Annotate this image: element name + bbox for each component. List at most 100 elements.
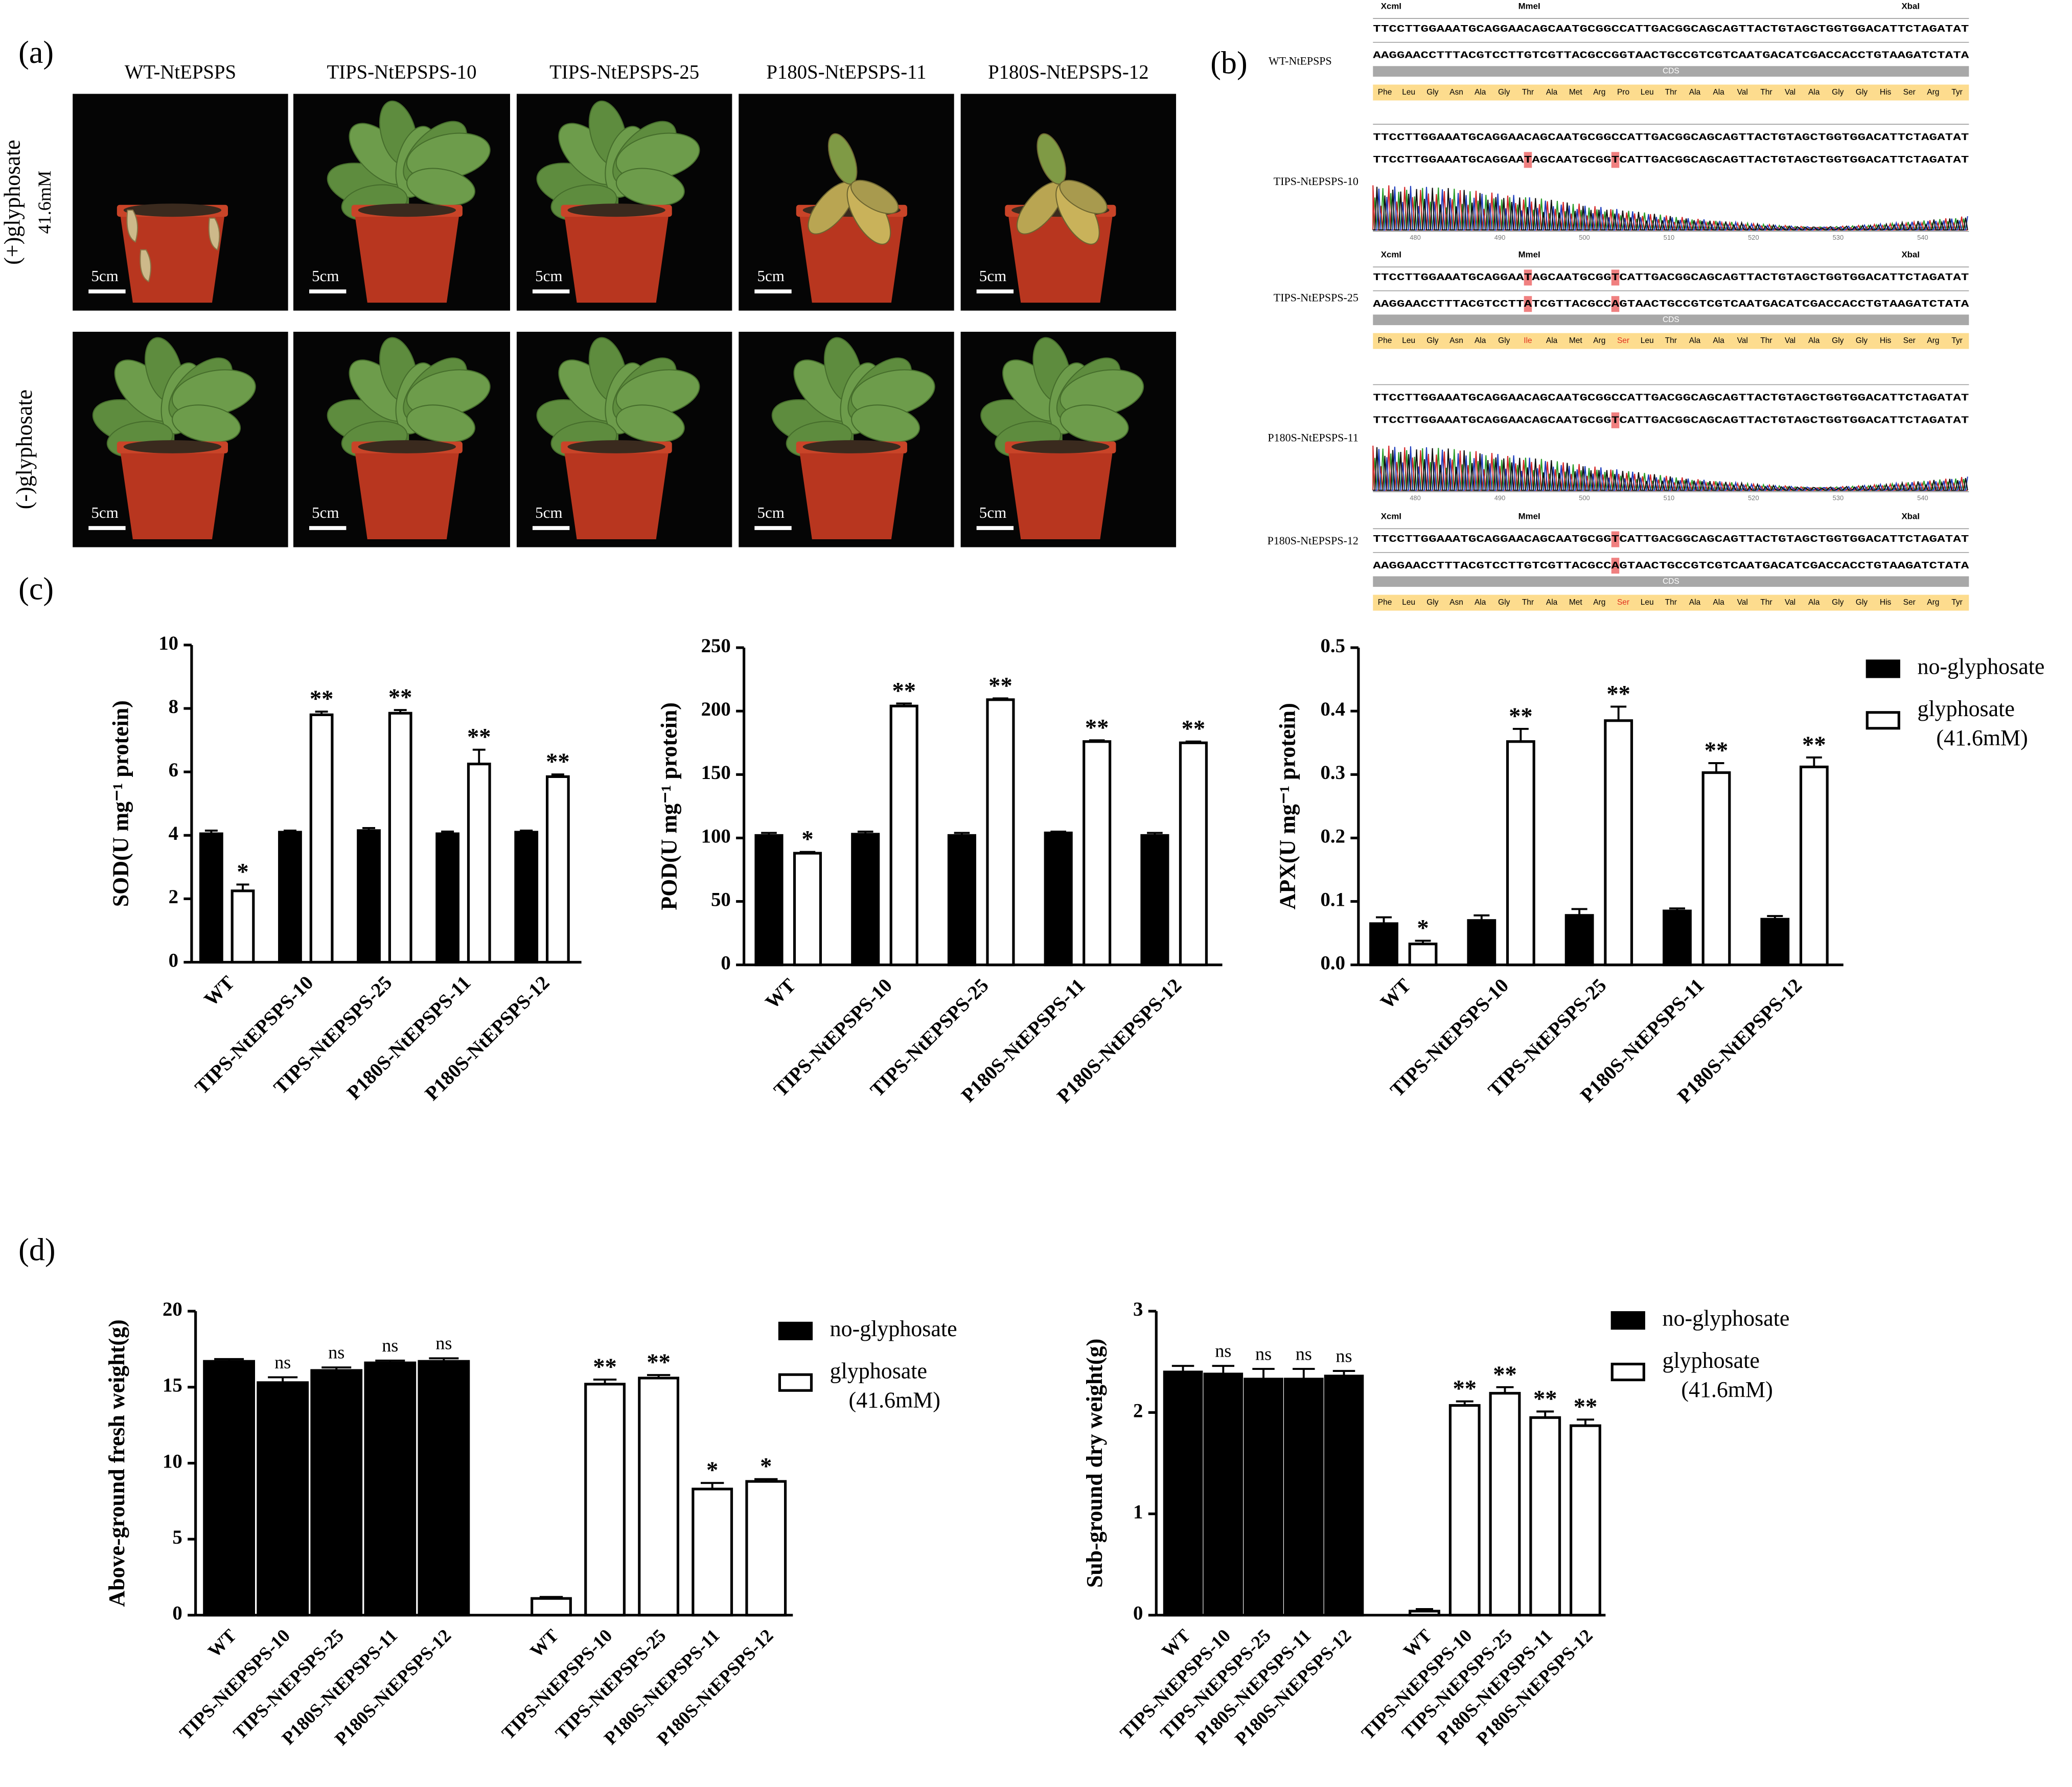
error-bar: [321, 1366, 352, 1371]
bar: [1408, 943, 1438, 967]
plant-foliage: [92, 337, 256, 458]
photo: 5cm: [293, 94, 510, 311]
error-bar: [1415, 1608, 1434, 1611]
enzyme-label: XcmI: [1381, 511, 1401, 521]
scale-bar: [88, 526, 126, 530]
significance-label: **: [1493, 1362, 1517, 1388]
bar: [1244, 1378, 1283, 1617]
photo: 5cm: [73, 332, 288, 547]
pot: [354, 210, 460, 303]
amino-acid: Thr: [1760, 598, 1772, 607]
y-tick-label: 0.5: [1321, 635, 1345, 657]
amino-acid: Met: [1569, 336, 1583, 345]
error-bar: [1252, 1368, 1275, 1379]
error-bar: [647, 1374, 671, 1378]
bar: [584, 1383, 626, 1617]
amino-acid: Arg: [1927, 88, 1939, 97]
leaf: [406, 404, 476, 443]
error-bar: [1171, 1365, 1194, 1372]
sample-name: P180S-NtEPSPS-12: [1268, 534, 1359, 547]
amino-acid: Ala: [1713, 598, 1724, 607]
amino-acid: Thr: [1665, 336, 1677, 345]
amino-acid: Val: [1785, 88, 1795, 97]
bar: [1760, 918, 1790, 967]
panel-label: (c): [18, 572, 54, 607]
significance-label: ns: [274, 1352, 291, 1372]
photo: 5cm: [960, 94, 1177, 311]
scale-bar: [754, 289, 792, 294]
bar: [1701, 771, 1731, 967]
amino-acid: Ile: [1524, 336, 1532, 345]
error-bar: [362, 827, 376, 831]
legend-label: no-glyphosate: [1663, 1305, 1790, 1331]
bar: [793, 852, 822, 967]
amino-acid: His: [1880, 88, 1892, 97]
significance-label: **: [1533, 1386, 1557, 1412]
bar: [986, 698, 1015, 967]
photo: 5cm: [73, 94, 288, 311]
amino-acid: Ala: [1546, 336, 1558, 345]
leaf: [851, 404, 920, 443]
error-bar: [1536, 1410, 1554, 1418]
leaf: [1060, 404, 1129, 443]
significance-label: ns: [435, 1333, 452, 1354]
bar: [388, 712, 412, 964]
plant-foliage: [126, 210, 220, 283]
bar: [1083, 740, 1112, 967]
amino-acid: Phe: [1378, 88, 1392, 97]
significance-label: **: [1085, 715, 1109, 741]
amino-acid: Val: [1737, 336, 1748, 345]
scale-bar: [976, 526, 1014, 530]
scale-bar: [532, 526, 570, 530]
amino-acid: Thr: [1665, 598, 1677, 607]
aa-bar: [1373, 84, 1969, 101]
leaf: [615, 404, 685, 443]
amino-acid: Val: [1785, 336, 1795, 345]
amino-acid: Ser: [1903, 88, 1916, 97]
amino-acid: Phe: [1378, 598, 1392, 607]
y-tick-label: 4: [169, 822, 178, 844]
soil: [1011, 440, 1110, 453]
amino-acid: Ala: [1689, 598, 1701, 607]
bar: [1140, 834, 1169, 967]
bar: [418, 1360, 470, 1617]
pot: [1007, 447, 1114, 540]
amino-acid: Ala: [1475, 88, 1486, 97]
mutation-highlight: [1611, 296, 1620, 312]
legend-label: glyphosate (41.6mM): [1663, 1348, 1773, 1402]
chromatogram-trace: [1373, 187, 1968, 231]
trace-tick: 510: [1664, 494, 1675, 501]
mutation-highlight: [1611, 558, 1620, 574]
enzyme-label: XcmI: [1381, 249, 1401, 259]
error-bar: [1332, 1370, 1355, 1376]
amino-acid: Leu: [1402, 88, 1415, 97]
enzyme-label: MmeI: [1518, 511, 1540, 521]
error-bar: [1767, 915, 1783, 920]
y-tick-label: 15: [163, 1374, 182, 1396]
scale-bar: [532, 289, 570, 294]
error-bar: [551, 773, 564, 777]
sequence: TTCCTTGGAAATGCAGGAACAGCAATGCGGTCATTGACGG…: [1373, 534, 1969, 545]
x-tick-label: WT: [200, 972, 239, 1011]
bar: [309, 713, 334, 964]
x-tick-label: WT: [204, 1625, 240, 1661]
trace-tick: 520: [1748, 234, 1759, 241]
amino-acid: Arg: [1593, 598, 1605, 607]
scale-bar: [976, 289, 1014, 294]
chromatogram-trace: [1373, 186, 1968, 231]
trace-tick: 520: [1748, 494, 1759, 501]
scale-label: 5cm: [979, 267, 1006, 285]
scale-label: 5cm: [535, 267, 562, 285]
significance-label: *: [237, 859, 248, 885]
y-axis-label: APX(U mg⁻¹ protein): [1275, 703, 1300, 909]
x-tick-label: WT: [526, 1625, 562, 1661]
y-axis-label: SOD(U mg⁻¹ protein): [108, 700, 133, 907]
amino-acid: Gly: [1832, 88, 1844, 97]
mutation-highlight: [1611, 412, 1620, 428]
column-label: WT-NtEPSPS: [125, 61, 236, 83]
significance-label: **: [1802, 732, 1826, 758]
amino-acid: Thr: [1760, 336, 1772, 345]
pot: [798, 447, 905, 540]
amino-acid: Ala: [1713, 336, 1724, 345]
